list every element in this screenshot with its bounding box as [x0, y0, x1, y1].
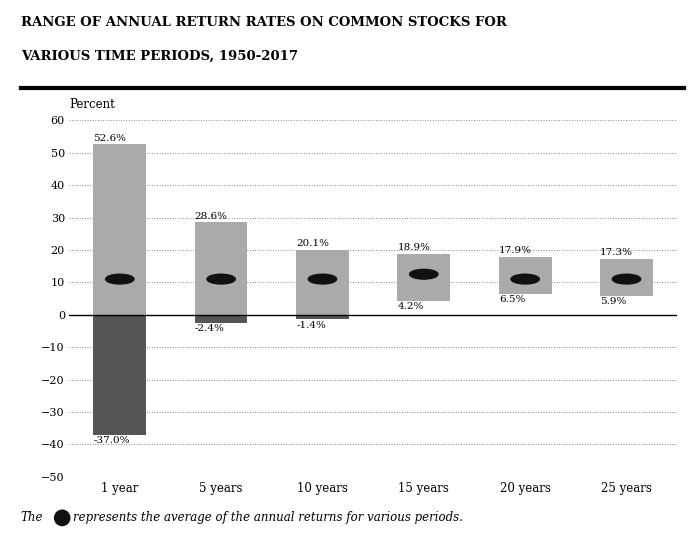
Text: The: The: [21, 511, 44, 524]
Bar: [93, 144, 146, 315]
Text: 6.5%: 6.5%: [499, 295, 525, 304]
Text: Percent: Percent: [69, 98, 115, 111]
Bar: [296, 315, 349, 319]
Text: 28.6%: 28.6%: [195, 212, 228, 221]
Text: represents the average of the annual returns for various periods.: represents the average of the annual ret…: [73, 511, 462, 524]
Bar: [195, 315, 247, 323]
Text: -1.4%: -1.4%: [296, 321, 326, 329]
Bar: [93, 315, 146, 435]
Text: 20.1%: 20.1%: [296, 239, 329, 248]
Bar: [296, 249, 349, 315]
Text: VARIOUS TIME PERIODS, 1950-2017: VARIOUS TIME PERIODS, 1950-2017: [21, 49, 298, 62]
Bar: [397, 254, 450, 301]
Ellipse shape: [308, 274, 337, 284]
Ellipse shape: [612, 274, 641, 284]
Ellipse shape: [207, 274, 236, 284]
Text: 17.9%: 17.9%: [499, 247, 532, 255]
Bar: [499, 257, 551, 294]
Text: 4.2%: 4.2%: [397, 302, 424, 311]
Bar: [195, 222, 247, 315]
Ellipse shape: [106, 274, 134, 284]
Text: -37.0%: -37.0%: [93, 436, 130, 445]
Bar: [600, 259, 653, 295]
Text: 17.3%: 17.3%: [600, 248, 633, 258]
Text: -2.4%: -2.4%: [195, 324, 225, 333]
Ellipse shape: [511, 274, 540, 284]
Text: 18.9%: 18.9%: [397, 243, 430, 252]
Ellipse shape: [410, 270, 438, 279]
Text: 5.9%: 5.9%: [600, 297, 627, 306]
Text: RANGE OF ANNUAL RETURN RATES ON COMMON STOCKS FOR: RANGE OF ANNUAL RETURN RATES ON COMMON S…: [21, 16, 507, 30]
Text: 52.6%: 52.6%: [93, 134, 126, 143]
